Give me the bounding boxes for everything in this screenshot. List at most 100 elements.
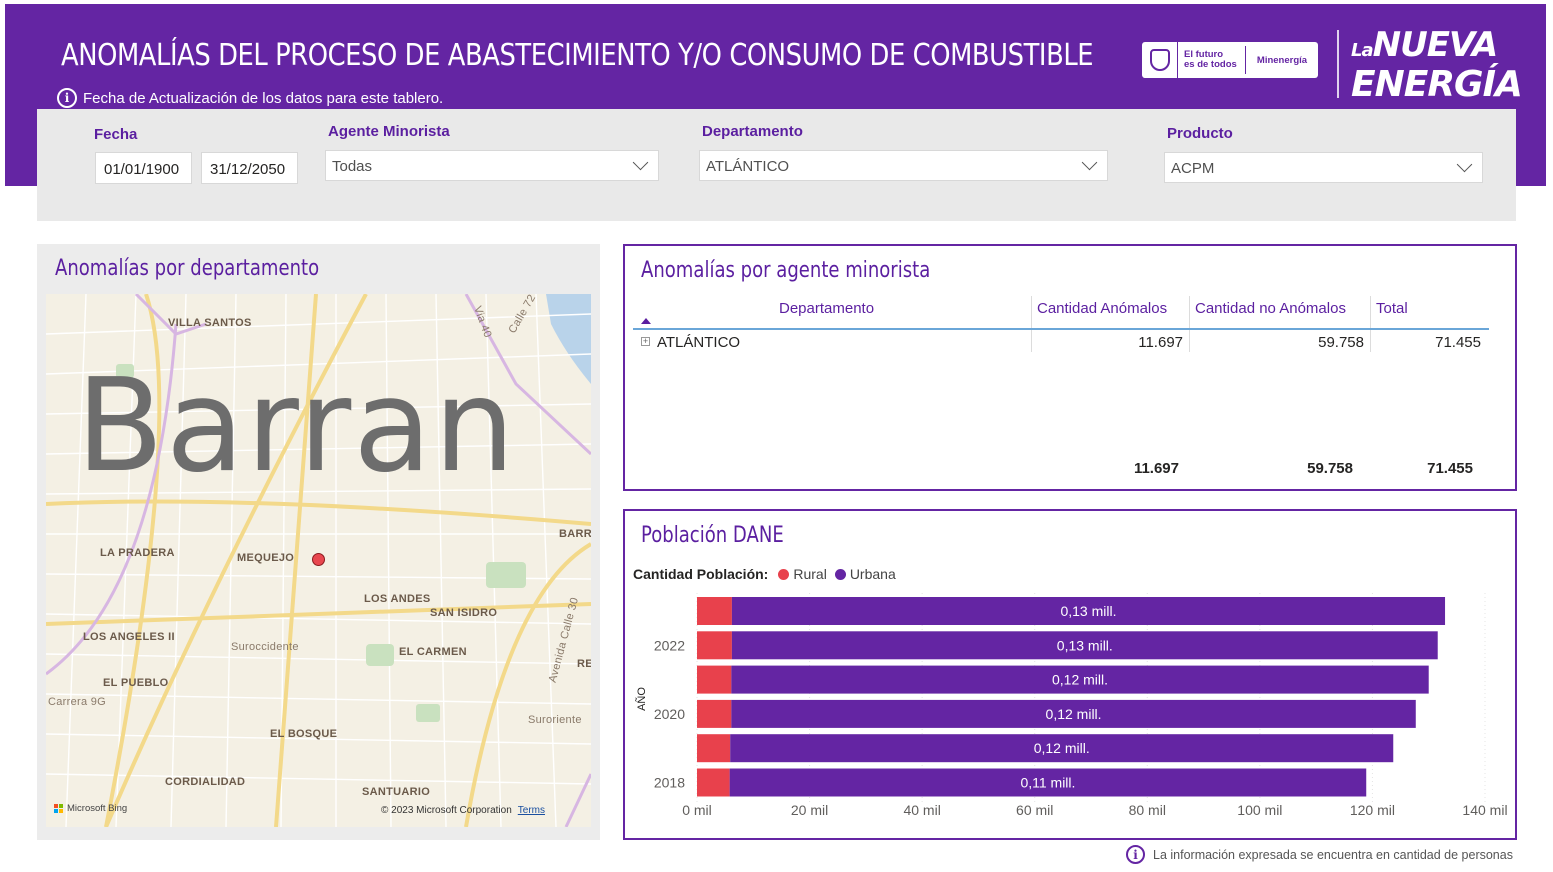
x-tick-label: 120 mil <box>1350 802 1395 818</box>
chart-legend: Cantidad Población: Rural Urbana <box>633 566 896 582</box>
producto-label: Producto <box>1167 125 1233 142</box>
filter-bar: Fecha 01/01/1900 31/12/2050 Agente Minor… <box>37 109 1516 221</box>
header-underline <box>633 328 1489 330</box>
column-header-no-anomalos[interactable]: Cantidad no Anómalos <box>1195 300 1346 317</box>
map-marker[interactable] <box>312 553 325 566</box>
gov-logo-slogan: El futuro es de todos <box>1178 46 1246 74</box>
microsoft-logo-icon <box>54 803 64 814</box>
map-place-label: CORDIALIDAD <box>165 776 246 788</box>
agente-dropdown[interactable]: Todas <box>325 150 659 181</box>
bar-urbana[interactable] <box>731 699 1416 728</box>
bar-urbana[interactable] <box>731 597 1446 625</box>
map-place-label: MEQUEJO <box>237 552 295 564</box>
info-icon[interactable]: i <box>57 88 77 108</box>
bar-data-label: 0,12 mill. <box>1034 740 1090 756</box>
start-date-input[interactable]: 01/01/1900 <box>95 152 192 184</box>
table-panel-title: Anomalías por agente minorista <box>641 258 931 283</box>
bar-rural[interactable] <box>697 631 732 660</box>
gov-logo-ministry: Minenergía <box>1256 54 1308 66</box>
departamento-label: Departamento <box>702 123 803 140</box>
total-total: 71.455 <box>1427 460 1473 477</box>
x-tick-label: 80 mil <box>1129 802 1166 818</box>
column-header-departamento[interactable]: Departamento <box>779 300 875 317</box>
bar-urbana[interactable] <box>730 734 1394 763</box>
map-place-label: Suroccidente <box>231 641 299 653</box>
total-no-anomalos: 59.758 <box>1307 460 1353 477</box>
map-place-label: VILLA SANTOS <box>168 317 252 329</box>
x-tick-label: 40 mil <box>903 802 940 818</box>
info-icon: i <box>1126 845 1145 864</box>
column-header-anomalos[interactable]: Cantidad Anómalos <box>1037 300 1168 317</box>
map-place-label: LOS ANDES <box>364 593 431 605</box>
y-tick-label: 2020 <box>654 706 685 722</box>
column-separator <box>1189 296 1190 352</box>
map-copyright: © 2023 Microsoft Corporation Terms <box>381 805 545 816</box>
bar-rural[interactable] <box>697 665 732 694</box>
chart-panel: Población DANE Cantidad Población: Rural… <box>623 509 1517 840</box>
y-tick-label: 2018 <box>654 775 685 791</box>
map-place-label: EL BOSQUE <box>270 728 338 740</box>
y-tick-label: 2022 <box>654 637 685 653</box>
footnote-text: La información expresada se encuentra en… <box>1153 847 1513 862</box>
map-place-label: EL CARMEN <box>399 646 467 658</box>
table-cell-departamento[interactable]: ATLÁNTICO <box>657 334 741 351</box>
table-cell-no-anomalos: 59.758 <box>1318 334 1364 351</box>
column-separator <box>1031 296 1032 352</box>
sort-ascending-icon[interactable] <box>641 318 651 324</box>
x-tick-label: 0 mil <box>682 802 712 818</box>
y-axis-label: AÑO <box>635 687 648 711</box>
bar-urbana[interactable] <box>731 665 1429 694</box>
population-bar-chart[interactable]: 0 mil 20 mil 40 mil 60 mil 80 mil 100 mil 120 … <box>625 511 1515 838</box>
x-tick-label: 140 mil <box>1462 802 1507 818</box>
map-place-label: EL PUEBLO <box>103 677 169 689</box>
column-header-total[interactable]: Total <box>1376 300 1408 317</box>
map-place-label: LA PRADERA <box>100 547 175 559</box>
column-separator <box>1370 296 1371 352</box>
map-place-label: Suroriente <box>528 714 582 726</box>
bar-data-label: 0,13 mill. <box>1060 603 1116 619</box>
chevron-down-icon <box>1456 156 1473 173</box>
map-place-label: RE <box>577 658 591 670</box>
expand-row-icon[interactable]: + <box>641 336 650 346</box>
total-anomalos: 11.697 <box>1133 460 1179 477</box>
update-note[interactable]: i Fecha de Actualización de los datos pa… <box>57 88 443 108</box>
bar-rural[interactable] <box>697 699 732 728</box>
table-panel: Anomalías por agente minorista Departame… <box>623 244 1517 491</box>
map-place-label: SANTUARIO <box>362 786 431 798</box>
producto-dropdown[interactable]: ACPM <box>1164 152 1483 183</box>
bar-rural[interactable] <box>697 768 730 797</box>
legend-dot-urbana <box>834 568 846 580</box>
bar-urbana[interactable] <box>729 768 1367 797</box>
map-panel: Anomalías por departamento <box>37 244 600 840</box>
bar-urbana[interactable] <box>731 631 1438 660</box>
brand-logo: LaNUEVA ENERGÍA <box>1351 25 1523 105</box>
bar-rural[interactable] <box>697 597 732 625</box>
fecha-label: Fecha <box>94 126 138 143</box>
bar-data-label: 0,11 mill. <box>1020 775 1075 791</box>
x-tick-label: 100 mil <box>1237 802 1282 818</box>
map-panel-title: Anomalías por departamento <box>55 256 320 281</box>
map-place-label: BARR <box>559 528 591 540</box>
chevron-down-icon <box>632 154 649 171</box>
bar-rural[interactable] <box>697 734 731 763</box>
terms-link[interactable]: Terms <box>517 805 545 816</box>
coat-of-arms-icon <box>1142 42 1178 78</box>
departamento-dropdown[interactable]: ATLÁNTICO <box>699 150 1108 181</box>
bar-data-label: 0,13 mill. <box>1057 637 1113 653</box>
bar-data-label: 0,12 mill. <box>1052 672 1108 688</box>
map-place-label: SAN ISIDRO <box>430 607 498 619</box>
end-date-input[interactable]: 31/12/2050 <box>201 152 298 184</box>
bing-attribution: Microsoft Bing <box>54 803 127 814</box>
update-note-text: Fecha de Actualización de los datos para… <box>83 89 444 107</box>
map-place-label: Carrera 9G <box>48 696 107 708</box>
map-city-label: Barran <box>76 352 517 501</box>
government-logo: El futuro es de todos Minenergía <box>1142 42 1318 78</box>
legend-label-rural[interactable]: Rural <box>793 566 827 582</box>
legend-label-urbana[interactable]: Urbana <box>849 566 896 582</box>
map-place-label: LOS ANGELES II <box>83 631 175 643</box>
legend-title: Cantidad Población: <box>633 566 769 582</box>
x-tick-label: 20 mil <box>791 802 828 818</box>
bar-data-label: 0,12 mill. <box>1046 706 1102 722</box>
map-view[interactable]: Barran VILLA SANTOS LA PRADERA MEQUEJO L… <box>46 294 591 827</box>
